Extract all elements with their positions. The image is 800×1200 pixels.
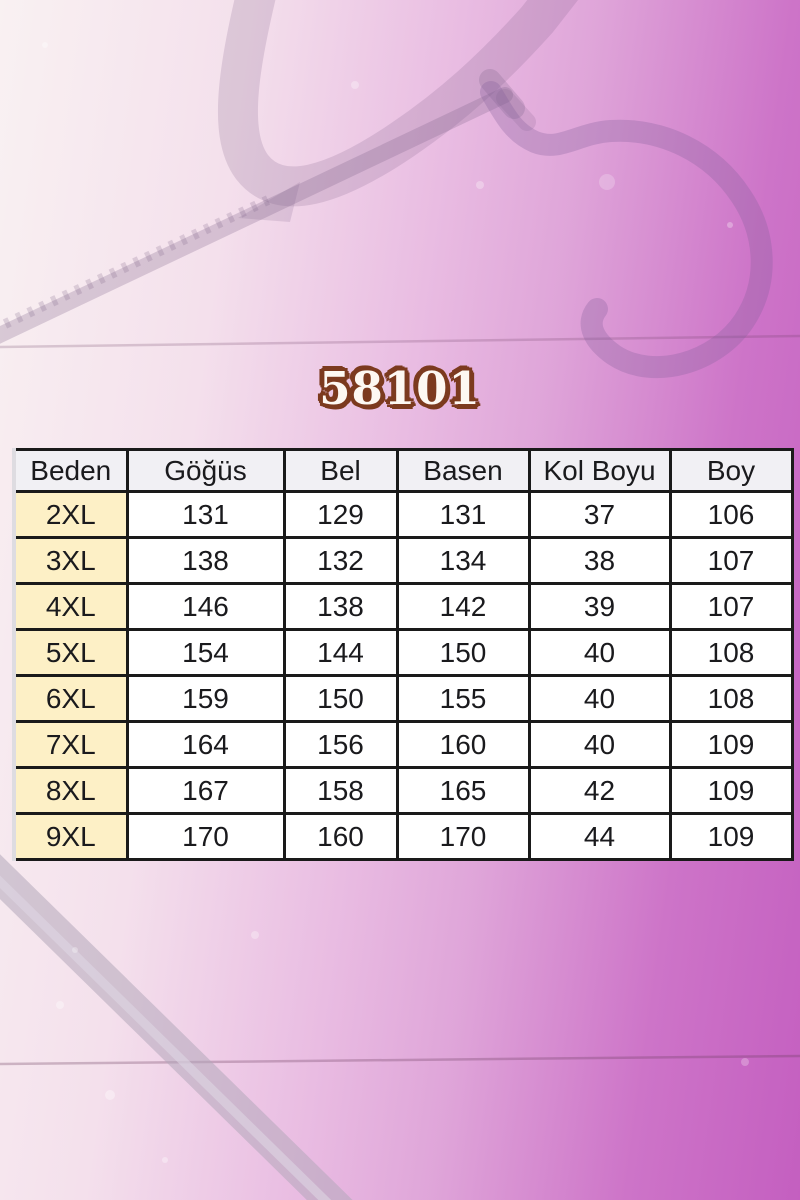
measurement-cell: 134 [395,536,531,585]
column-header-kol-boyu: Kol Boyu [527,448,672,493]
measurement-cell: 167 [125,766,286,815]
measurement-cell: 160 [282,812,399,861]
size-cell: 3XL [12,536,129,585]
measurement-cell: 109 [668,720,794,769]
measurement-cell: 150 [282,674,399,723]
measurement-cell: 131 [125,490,286,539]
measurement-cell: 142 [395,582,531,631]
column-header-gogus: Göğüs [125,448,286,493]
measurement-cell: 138 [282,582,399,631]
plank-seam-line-bottom [0,1054,800,1066]
column-header-basen: Basen [395,448,531,493]
measurement-cell: 40 [527,628,672,677]
measurement-cell: 155 [395,674,531,723]
hanger-serrated-bar-shape [0,87,513,344]
measurement-cell: 160 [395,720,531,769]
header-row: Beden Göğüs Bel Basen Kol Boyu Boy [12,448,794,493]
measurement-cell: 154 [125,628,286,677]
size-row-8xl: 8XL 167 158 165 42 109 [12,766,794,815]
measurement-cell: 164 [125,720,286,769]
measurement-cell: 106 [668,490,794,539]
size-cell: 4XL [12,582,129,631]
measurement-cell: 109 [668,766,794,815]
measurement-cell: 108 [668,674,794,723]
size-row-4xl: 4XL 146 138 142 39 107 [12,582,794,631]
measurement-cell: 144 [282,628,399,677]
hanger-arm-loop-shape [217,0,578,207]
size-cell: 2XL [12,490,129,539]
size-chart-table: Beden Göğüs Bel Basen Kol Boyu Boy 2XL 1… [12,448,794,861]
size-row-7xl: 7XL 164 156 160 40 109 [12,720,794,769]
size-row-5xl: 5XL 154 144 150 40 108 [12,628,794,677]
measurement-cell: 156 [282,720,399,769]
measurement-cell: 107 [668,536,794,585]
size-row-6xl: 6XL 159 150 155 40 108 [12,674,794,723]
measurement-cell: 158 [282,766,399,815]
measurement-cell: 138 [125,536,286,585]
size-row-2xl: 2XL 131 129 131 37 106 [12,490,794,539]
measurement-cell: 165 [395,766,531,815]
column-header-boy: Boy [668,448,794,493]
hanger-bottom-rod-highlight [0,875,332,1200]
measurement-cell: 150 [395,628,531,677]
measurement-cell: 132 [282,536,399,585]
hanger-joint-nub-shape [479,69,525,119]
hanger-bottom-rod-shape [0,854,353,1200]
measurement-cell: 109 [668,812,794,861]
column-header-beden: Beden [12,448,129,493]
hanger-joint-collar-shape [496,89,536,131]
measurement-cell: 146 [125,582,286,631]
measurement-cell: 37 [527,490,672,539]
measurement-cell: 107 [668,582,794,631]
size-cell: 7XL [12,720,129,769]
size-row-3xl: 3XL 138 132 134 38 107 [12,536,794,585]
measurement-cell: 42 [527,766,672,815]
measurement-cell: 159 [125,674,286,723]
size-cell: 8XL [12,766,129,815]
hanger-bar-teeth-shape [2,195,271,329]
size-cell: 5XL [12,628,129,677]
hanger-hook-shape [480,81,773,379]
measurement-cell: 39 [527,582,672,631]
size-cell: 9XL [12,812,129,861]
measurement-cell: 44 [527,812,672,861]
size-cell: 6XL [12,674,129,723]
measurement-cell: 38 [527,536,672,585]
size-row-9xl: 9XL 170 160 170 44 109 [12,812,794,861]
measurement-cell: 40 [527,720,672,769]
measurement-cell: 131 [395,490,531,539]
measurement-cell: 108 [668,628,794,677]
measurement-cell: 40 [527,674,672,723]
hanger-clip-shape [238,182,300,222]
model-number-title: 58101 [319,362,481,415]
column-header-bel: Bel [282,448,399,493]
measurement-cell: 170 [395,812,531,861]
plank-seam-line-top [0,334,800,349]
measurement-cell: 129 [282,490,399,539]
measurement-cell: 170 [125,812,286,861]
